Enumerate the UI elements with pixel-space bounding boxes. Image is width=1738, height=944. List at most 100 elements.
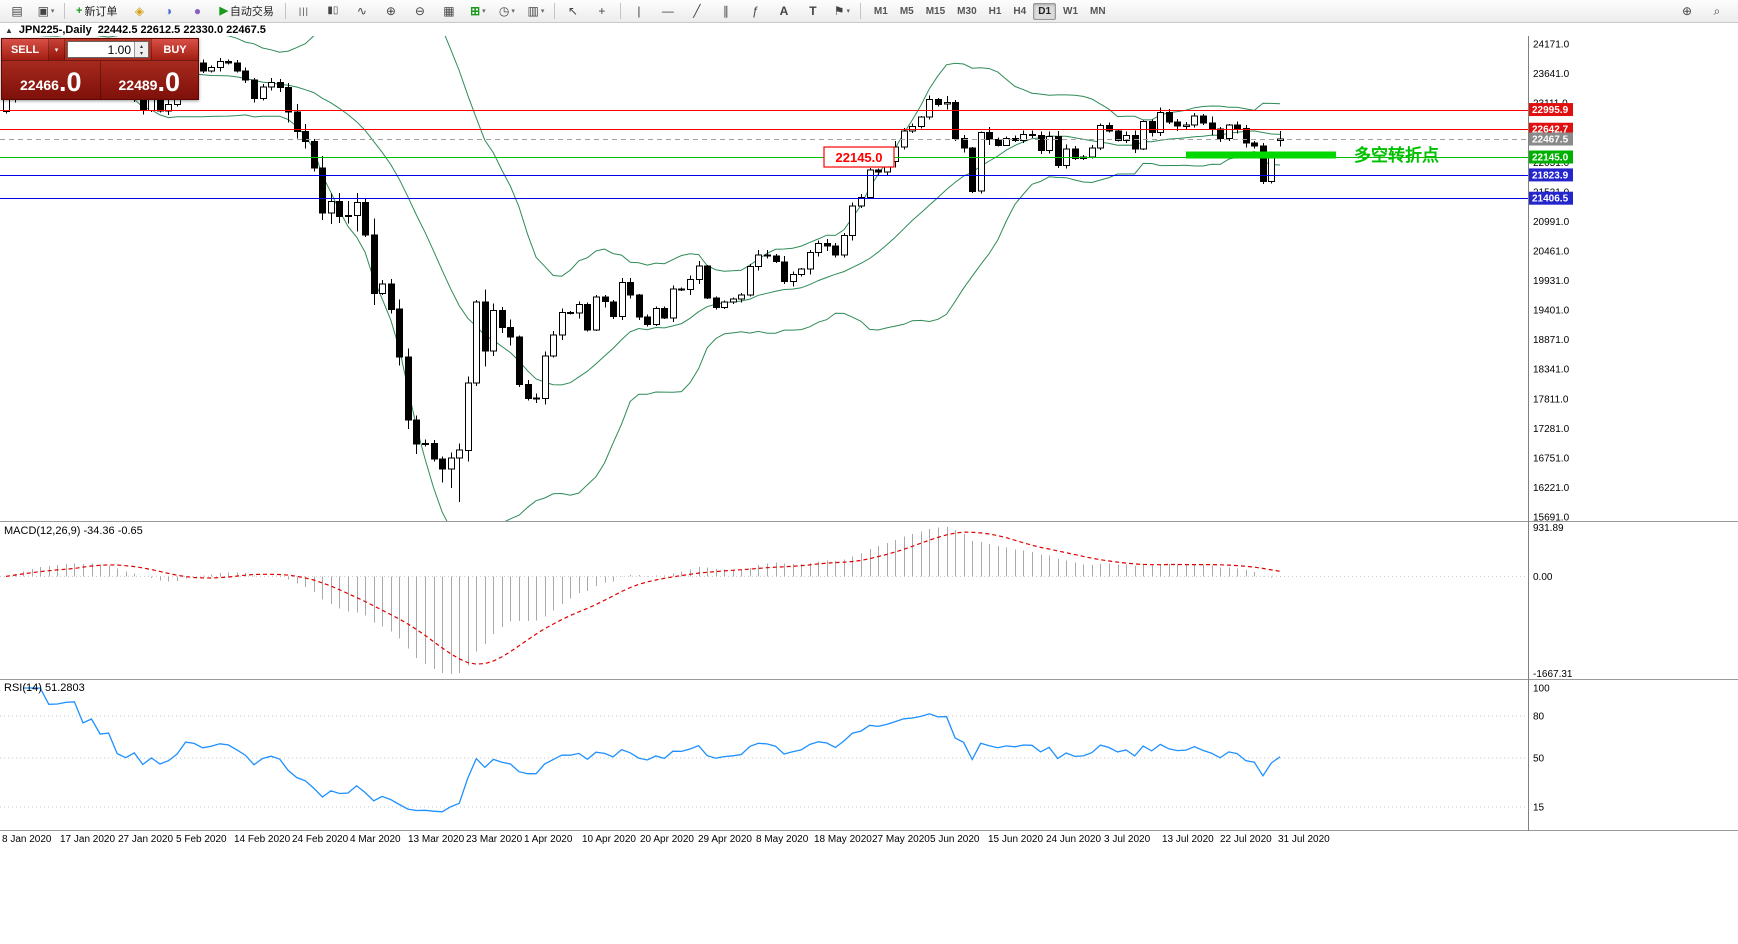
price-tag-text: 22145.0 [836,150,883,165]
macd-histogram [15,527,1281,674]
order-options-dropdown[interactable]: ▾ [49,39,65,60]
timeframe-button-H1[interactable]: H1 [988,5,1002,17]
line-chart-icon: ∿ [356,4,367,18]
price-badge [1529,132,1573,146]
volume-input[interactable] [68,42,134,57]
templates-button[interactable]: ▥ ▾ [522,1,550,22]
price-axis-label: 20461.0 [1533,246,1570,257]
new-order-icon: + [76,4,83,17]
volume-stepper[interactable]: ▴ ▾ [134,42,148,57]
date-label: 4 Mar 2020 [350,834,401,845]
strategy-tester-icon: ◑ [164,4,173,18]
text-icon: A [779,4,789,18]
bar-chart-type-button[interactable]: ||| [290,1,318,22]
candle-chart-type-button[interactable]: ▮▯ [319,1,347,22]
buy-price-pips: .0 [157,67,180,97]
tile-windows-button[interactable]: ▦ [435,1,463,22]
add-indicator-icon: ⊞ [470,4,481,18]
timeframe-button-H4[interactable]: H4 [1013,5,1027,17]
timeframe-button-M5[interactable]: M5 [899,5,914,17]
metaeditor-button[interactable]: ◈ [125,1,153,22]
price-badge [1529,122,1573,136]
date-label: 5 Jun 2020 [930,834,980,845]
price-axis-label: 18341.0 [1533,365,1570,376]
horizontal-line-tool-button[interactable]: ― [654,1,682,22]
indicators-button[interactable]: ⊞ ▾ [464,1,492,22]
toolbar-separator [859,3,861,19]
trade-panel-collapse-toggle[interactable]: ▲ [5,25,13,35]
options-button[interactable]: ● [183,1,211,22]
price-badge [1529,168,1573,182]
rsi-axis-label: 15 [1533,803,1545,814]
price-tag-box[interactable] [823,146,895,168]
price-badge-text: 22145.0 [1532,153,1569,164]
cursor-tool-button[interactable]: ↖ [559,1,587,22]
new-chart-button[interactable]: ▤ [3,1,31,22]
buy-button[interactable]: BUY [151,39,198,60]
search-zoom-button[interactable]: ⊕ [1673,1,1701,22]
chevron-down-icon: ▾ [50,8,55,15]
autotrading-button[interactable]: ▶ 自动交易 [212,1,280,22]
date-label: 14 Feb 2020 [234,834,291,845]
timeframe-button-W1[interactable]: W1 [1063,5,1079,17]
trendline-tool-button[interactable]: ╱ [683,1,711,22]
timeframe-group: M1 M5 M15 M30 H1 H4 D1 W1 MN [869,2,1111,20]
time-axis[interactable]: 8 Jan 2020 17 Jan 2020 27 Jan 2020 5 Feb 20… [0,834,1528,848]
strategy-tester-button[interactable]: ◑ [154,1,182,22]
one-click-trade-panel: SELL ▾ ▴ ▾ BUY 22466.0 22489.0 [1,38,199,100]
toolbar-separator [284,3,286,19]
candles-layer [3,45,1284,502]
toolbar-separator [64,3,65,19]
date-label: 3 Jul 2020 [1104,834,1151,845]
chart-ohlc-values: 22442.5 22612.5 22330.0 22467.5 [97,24,266,36]
timeframe-button-M15[interactable]: M15 [925,5,946,17]
search-button[interactable]: ⌕ [1703,1,1731,22]
rsi-axis-label: 100 [1533,684,1550,695]
rsi-line [23,687,1281,813]
price-badge [1529,103,1573,117]
channel-tool-button[interactable]: ∥ [712,1,740,22]
sell-button[interactable]: SELL [2,39,49,60]
price-badge-text: 21823.9 [1532,170,1569,181]
template-icon: ▥ [527,4,539,18]
turning-point-label[interactable]: 多空转折点 [1354,145,1439,165]
zoom-out-icon: ⊖ [414,4,425,18]
sell-price[interactable]: 22466.0 [2,61,101,99]
vertical-line-tool-button[interactable]: | [625,1,653,22]
new-order-button[interactable]: + 新订单 [69,1,124,22]
chevron-down-icon: ▾ [482,8,486,15]
timeframe-button-M1[interactable]: M1 [873,5,888,17]
vertical-line-icon: | [637,4,641,18]
chart-profiles-button[interactable]: ▣ ▾ [32,1,60,22]
text-tool-button[interactable]: A [770,1,798,22]
main-toolbar: ▤ ▣ ▾ + 新订单 ◈ ◑ ● ▶ 自动交易 ||| ▮▯ ∿ ⊕ ⊖ ▦ ⊞ ▾ … [0,0,1738,23]
timeframe-button-MN[interactable]: MN [1090,5,1106,17]
zoom-in-button[interactable]: ⊕ [377,1,405,22]
timeframe-button-M30[interactable]: M30 [957,5,977,17]
date-label: 10 Apr 2020 [582,834,636,845]
date-label: 20 Apr 2020 [640,834,694,845]
arrows-tool-button[interactable]: ⚑ ▾ [828,1,856,22]
date-label: 24 Jun 2020 [1046,834,1102,845]
sell-price-pips: .0 [58,67,82,97]
date-label: 5 Feb 2020 [176,834,227,845]
zoom-out-button[interactable]: ⊖ [406,1,434,22]
line-chart-type-button[interactable]: ∿ [348,1,376,22]
clock-icon: ◷ [498,4,510,18]
price-axis-label: 17281.0 [1533,424,1570,435]
bar-chart-icon: ||| [298,5,309,16]
date-label: 24 Feb 2020 [292,834,349,845]
chevron-down-icon: ▾ [511,8,515,15]
periods-button[interactable]: ◷ ▾ [493,1,521,22]
fibonacci-tool-button[interactable]: ƒ [741,1,769,22]
volume-box: ▴ ▾ [67,41,149,58]
price-badge [1529,150,1573,164]
autotrading-play-icon: ▶ [219,4,228,17]
chevron-down-icon: ▾ [540,8,545,15]
buy-price[interactable]: 22489.0 [101,61,199,99]
timeframe-button-D1[interactable]: D1 [1033,2,1057,20]
text-label-tool-button[interactable]: T [799,1,827,22]
price-axis-label: 23641.0 [1533,69,1570,80]
crosshair-tool-button[interactable]: + [588,1,616,22]
